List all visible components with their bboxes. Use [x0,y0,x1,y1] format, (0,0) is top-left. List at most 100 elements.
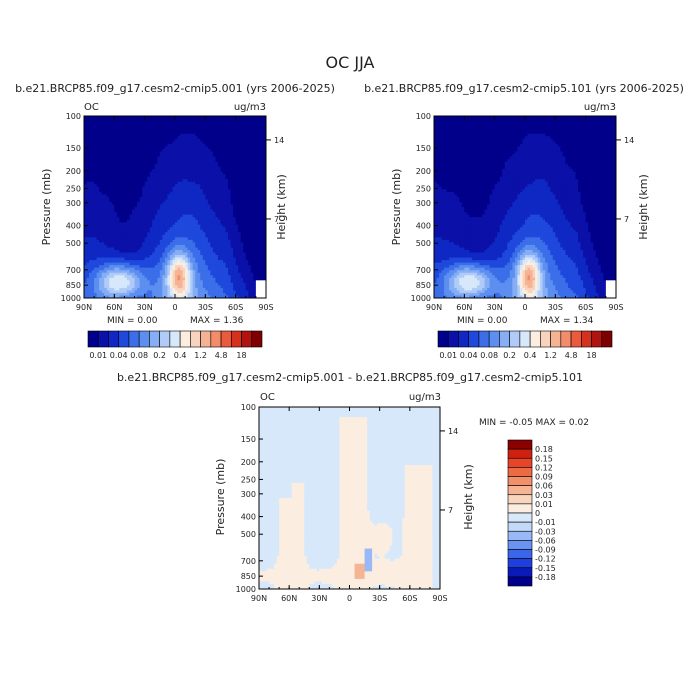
heatmap-cell [243,126,247,130]
heatmap-cell [228,232,232,236]
heatmap-cell [180,224,183,228]
heatmap-cell [200,191,204,195]
heatmap-cell [197,148,201,152]
heatmap-cell [230,229,234,233]
heatmap-cell [147,285,151,289]
heatmap-cell [207,189,211,193]
heatmap-cell [104,242,108,246]
heatmap-cell [94,229,98,233]
heatmap-cell [202,295,206,299]
heatmap-cell [175,262,178,266]
heatmap-cell [157,141,161,145]
heatmap-cell [200,244,204,248]
heatmap-cell [207,247,211,251]
heatmap-cell [230,184,234,188]
heatmap-cell [228,257,232,261]
heatmap-cell [126,229,130,233]
heatmap-cell [225,282,229,286]
heatmap-cell [248,285,252,289]
heatmap-cell [215,257,219,261]
heatmap-cell [132,126,135,130]
heatmap-cell [169,133,173,137]
heatmap-cell [159,184,163,188]
heatmap-cell [84,280,87,284]
heatmap-cell [243,255,247,258]
heatmap-cell [106,232,110,236]
heatmap-cell [180,252,183,256]
heatmap-cell [225,214,229,218]
heatmap-cell [235,128,239,132]
heatmap-cell [147,156,151,160]
heatmap-cell [114,191,118,195]
heatmap-cell [245,133,249,137]
heatmap-cell [106,166,110,170]
heatmap-cell [157,292,161,296]
heatmap-cell [116,179,120,183]
heatmap-cell [121,232,125,236]
heatmap-cell [215,292,219,296]
heatmap-cell [137,184,141,188]
heatmap-cell [86,123,90,127]
heatmap-cell [235,179,239,183]
heatmap-cell [182,292,186,296]
heatmap-cell [149,257,153,261]
heatmap-cell [149,219,153,223]
heatmap-cell [238,262,242,266]
heatmap-cell [89,166,92,170]
heatmap-cell [169,217,173,221]
heatmap-cell [111,148,115,152]
heatmap-cell [220,252,224,256]
heatmap-cell [223,267,226,271]
heatmap-cell [144,133,148,137]
heatmap-cell [154,196,158,200]
heatmap-cell [142,217,146,221]
heatmap-cell [197,196,201,200]
heatmap-cell [124,265,128,269]
heatmap-cell [139,229,143,233]
heatmap-cell [121,194,125,198]
heatmap-cell [124,179,128,183]
heatmap-cell [248,229,252,233]
heatmap-cell [94,116,98,119]
heatmap-cell [180,116,183,119]
heatmap-cell [195,239,199,243]
heatmap-cell [250,282,254,286]
heatmap-cell [139,184,143,188]
heatmap-cell [106,255,110,258]
heatmap-cell [101,227,105,231]
heatmap-cell [175,217,178,221]
heatmap-cell [195,224,199,228]
heatmap-cell [164,171,168,175]
heatmap-cell [255,222,259,226]
heatmap-cell [240,242,244,246]
heatmap-cell [180,265,183,269]
heatmap-cell [167,196,171,200]
heatmap-cell [147,234,151,238]
heatmap-cell [215,212,219,215]
heatmap-cell [139,143,143,147]
heatmap-cell [111,267,115,271]
heatmap-cell [220,186,224,190]
heatmap-cell [91,280,95,284]
heatmap-cell [147,277,151,281]
heatmap-cell [86,143,90,147]
heatmap-cell [233,194,237,198]
heatmap-cell [253,227,257,231]
heatmap-cell [205,146,209,150]
heatmap-cell [202,171,206,175]
heatmap-cell [205,232,209,236]
heatmap-cell [91,277,95,281]
heatmap-cell [207,116,211,119]
heatmap-cell [245,252,249,256]
heatmap-cell [96,214,100,218]
heatmap-cell [212,128,216,132]
heatmap-cell [205,262,209,266]
heatmap-cell [116,290,120,294]
heatmap-cell [225,224,229,228]
heatmap-cell [187,232,191,236]
heatmap-cell [147,275,151,279]
heatmap-cell [142,234,146,238]
heatmap-cell [245,267,249,271]
heatmap-cell [142,295,146,299]
heatmap-cell [195,179,199,183]
